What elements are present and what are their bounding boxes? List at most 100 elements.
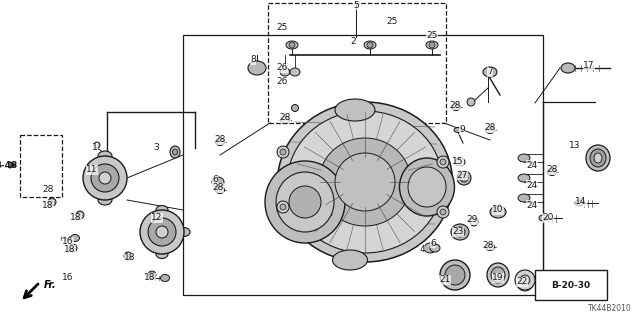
Circle shape xyxy=(437,156,449,168)
Text: 9: 9 xyxy=(459,125,465,135)
Text: 18: 18 xyxy=(70,213,82,222)
Ellipse shape xyxy=(445,265,465,285)
Circle shape xyxy=(440,159,446,165)
Ellipse shape xyxy=(575,200,583,206)
Ellipse shape xyxy=(173,149,177,155)
Text: 16: 16 xyxy=(62,238,74,247)
Ellipse shape xyxy=(547,168,557,175)
Text: 13: 13 xyxy=(569,140,580,150)
Ellipse shape xyxy=(178,227,190,236)
Circle shape xyxy=(440,209,446,215)
Circle shape xyxy=(99,172,111,184)
Ellipse shape xyxy=(276,172,334,232)
Text: 28: 28 xyxy=(214,136,226,145)
Text: 25: 25 xyxy=(387,18,397,26)
Circle shape xyxy=(91,164,119,192)
Ellipse shape xyxy=(333,250,367,270)
Ellipse shape xyxy=(216,138,225,145)
Ellipse shape xyxy=(335,99,375,121)
Text: 26: 26 xyxy=(276,63,288,72)
Ellipse shape xyxy=(156,249,168,258)
Ellipse shape xyxy=(491,267,505,283)
Text: 11: 11 xyxy=(86,166,98,174)
Ellipse shape xyxy=(430,244,440,252)
Text: 28: 28 xyxy=(484,123,496,132)
Text: 5: 5 xyxy=(353,1,359,10)
Circle shape xyxy=(277,146,289,158)
Text: 10: 10 xyxy=(492,205,504,214)
Text: 16: 16 xyxy=(62,273,74,283)
Ellipse shape xyxy=(486,127,495,133)
Circle shape xyxy=(437,206,449,218)
Text: 15: 15 xyxy=(452,158,464,167)
Ellipse shape xyxy=(426,41,438,49)
Ellipse shape xyxy=(454,128,462,132)
Ellipse shape xyxy=(319,138,411,226)
Text: 27: 27 xyxy=(456,170,468,180)
Circle shape xyxy=(367,42,373,48)
Circle shape xyxy=(520,275,530,285)
Ellipse shape xyxy=(455,227,465,237)
Circle shape xyxy=(289,42,295,48)
Text: 21: 21 xyxy=(439,276,451,285)
Text: 8: 8 xyxy=(250,56,256,64)
Ellipse shape xyxy=(291,105,298,112)
Ellipse shape xyxy=(48,198,56,206)
Circle shape xyxy=(156,226,168,238)
Ellipse shape xyxy=(364,41,376,49)
Ellipse shape xyxy=(335,153,395,211)
Text: 23: 23 xyxy=(452,227,464,236)
Ellipse shape xyxy=(408,167,446,207)
Text: 28: 28 xyxy=(42,186,54,195)
Ellipse shape xyxy=(280,116,289,123)
Ellipse shape xyxy=(216,187,225,194)
Ellipse shape xyxy=(156,205,168,214)
Text: 7: 7 xyxy=(487,68,493,77)
Circle shape xyxy=(83,156,127,200)
Circle shape xyxy=(148,218,176,246)
Text: 29: 29 xyxy=(467,216,477,225)
Circle shape xyxy=(517,275,533,291)
Text: 17: 17 xyxy=(583,61,595,70)
Ellipse shape xyxy=(290,68,300,76)
Ellipse shape xyxy=(265,161,345,243)
Ellipse shape xyxy=(590,149,606,167)
Ellipse shape xyxy=(486,243,495,250)
Ellipse shape xyxy=(424,243,436,253)
Text: 28: 28 xyxy=(212,183,224,192)
Text: 6: 6 xyxy=(212,175,218,184)
Ellipse shape xyxy=(170,146,180,158)
Ellipse shape xyxy=(98,195,112,205)
Text: TK44B2010: TK44B2010 xyxy=(588,304,632,313)
Circle shape xyxy=(280,149,286,155)
Text: 25: 25 xyxy=(426,31,438,40)
Text: Fr.: Fr. xyxy=(44,280,56,290)
Ellipse shape xyxy=(248,61,266,75)
Text: 12: 12 xyxy=(151,213,163,222)
Text: 24: 24 xyxy=(526,201,538,210)
Text: 4: 4 xyxy=(419,246,425,255)
Circle shape xyxy=(515,270,535,290)
Ellipse shape xyxy=(399,158,454,216)
Ellipse shape xyxy=(278,102,452,262)
Ellipse shape xyxy=(518,174,530,182)
Ellipse shape xyxy=(460,174,468,182)
Ellipse shape xyxy=(440,260,470,290)
Text: 1: 1 xyxy=(92,144,98,152)
Text: 24: 24 xyxy=(526,181,538,189)
Text: 28: 28 xyxy=(547,166,557,174)
Ellipse shape xyxy=(287,111,442,253)
Ellipse shape xyxy=(594,153,602,163)
Ellipse shape xyxy=(451,224,469,240)
Ellipse shape xyxy=(518,154,530,162)
Ellipse shape xyxy=(76,211,84,219)
Bar xyxy=(535,270,607,300)
Ellipse shape xyxy=(539,215,547,221)
Text: B-20-30: B-20-30 xyxy=(552,280,591,290)
Text: 18: 18 xyxy=(42,201,54,210)
Ellipse shape xyxy=(98,151,112,161)
Ellipse shape xyxy=(487,263,509,287)
Text: 24: 24 xyxy=(526,160,538,169)
Ellipse shape xyxy=(518,194,530,202)
Text: 18: 18 xyxy=(64,246,76,255)
